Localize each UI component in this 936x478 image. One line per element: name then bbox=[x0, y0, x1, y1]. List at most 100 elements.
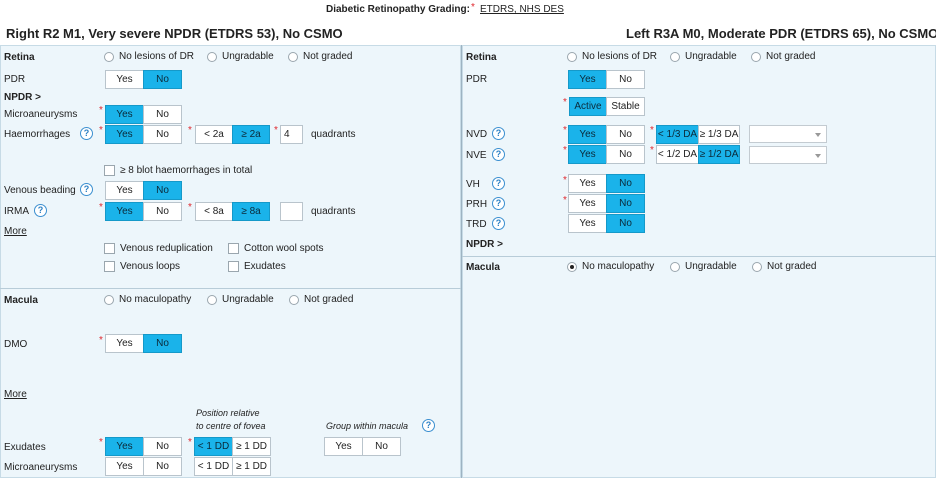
right-pdr-toggle[interactable]: Yes No bbox=[105, 70, 182, 89]
right-venous-reduplication-checkbox[interactable]: Venous reduplication bbox=[104, 243, 213, 254]
right-haemorrhages-yes[interactable]: Yes bbox=[105, 125, 144, 144]
left-nve-dropdown[interactable] bbox=[749, 146, 827, 164]
left-prh-no[interactable]: No bbox=[606, 194, 645, 213]
right-microaneurysms-toggle[interactable]: Yes No bbox=[105, 105, 182, 124]
right-npdr-label[interactable]: NPDR > bbox=[4, 92, 41, 103]
left-nve-ge12da[interactable]: ≥ 1/2 DA bbox=[698, 145, 740, 164]
right-venous-beading-no[interactable]: No bbox=[143, 181, 182, 200]
left-nvd-ge13da[interactable]: ≥ 1/3 DA bbox=[698, 125, 740, 144]
left-prh-yes[interactable]: Yes bbox=[568, 194, 607, 213]
left-activity-active[interactable]: Active bbox=[569, 97, 607, 116]
left-pdr-yes[interactable]: Yes bbox=[568, 70, 607, 89]
help-icon[interactable]: ? bbox=[492, 127, 505, 140]
right-macula-microaneurysms-toggle[interactable]: Yes No bbox=[105, 457, 182, 476]
left-activity-stable[interactable]: Stable bbox=[606, 97, 645, 116]
right-haemorrhages-toggle[interactable]: Yes No bbox=[105, 125, 182, 144]
left-npdr-label[interactable]: NPDR > bbox=[466, 239, 503, 250]
left-prh-toggle[interactable]: Yes No bbox=[568, 194, 645, 213]
right-micro-lt1dd[interactable]: < 1 DD bbox=[194, 457, 233, 476]
left-retina-not-graded-radio[interactable]: Not graded bbox=[751, 51, 815, 62]
right-blot-haem-checkbox[interactable]: ≥ 8 blot haemorrhages in total bbox=[104, 165, 252, 176]
left-vh-toggle[interactable]: Yes No bbox=[568, 174, 645, 193]
left-retina-no-lesions-radio[interactable]: No lesions of DR bbox=[567, 51, 657, 62]
right-group-no[interactable]: No bbox=[362, 437, 401, 456]
right-microaneurysms-yes[interactable]: Yes bbox=[105, 105, 144, 124]
right-exudates-dd-toggle[interactable]: < 1 DD ≥ 1 DD bbox=[194, 437, 271, 456]
right-macula-more-link[interactable]: More bbox=[4, 389, 27, 400]
right-irma-lt8a[interactable]: < 8a bbox=[195, 202, 233, 221]
left-nve-lt12da[interactable]: < 1/2 DA bbox=[656, 145, 699, 164]
left-trd-toggle[interactable]: Yes No bbox=[568, 214, 645, 233]
right-group-yes[interactable]: Yes bbox=[324, 437, 363, 456]
grading-link[interactable]: ETDRS, NHS DES bbox=[480, 4, 564, 15]
left-activity-toggle[interactable]: Active Stable bbox=[569, 97, 645, 116]
right-retina-not-graded-radio[interactable]: Not graded bbox=[288, 51, 352, 62]
left-retina-ungradable-radio[interactable]: Ungradable bbox=[670, 51, 737, 62]
right-dmo-toggle[interactable]: Yes No bbox=[105, 334, 182, 353]
right-macula-no-maculopathy-radio[interactable]: No maculopathy bbox=[104, 294, 191, 305]
help-icon[interactable]: ? bbox=[492, 197, 505, 210]
right-venous-beading-toggle[interactable]: Yes No bbox=[105, 181, 182, 200]
right-macula-not-graded-radio[interactable]: Not graded bbox=[289, 294, 353, 305]
left-nvd-no[interactable]: No bbox=[606, 125, 645, 144]
left-nvd-dropdown[interactable] bbox=[749, 125, 827, 143]
help-icon[interactable]: ? bbox=[34, 204, 47, 217]
right-microaneurysms-no[interactable]: No bbox=[143, 105, 182, 124]
right-micro-ge1dd[interactable]: ≥ 1 DD bbox=[232, 457, 271, 476]
right-irma-toggle[interactable]: Yes No bbox=[105, 202, 182, 221]
right-irma-no[interactable]: No bbox=[143, 202, 182, 221]
right-venous-loops-checkbox[interactable]: Venous loops bbox=[104, 261, 180, 272]
right-macula-microaneurysms-no[interactable]: No bbox=[143, 457, 182, 476]
help-icon[interactable]: ? bbox=[492, 177, 505, 190]
left-macula-not-graded-radio[interactable]: Not graded bbox=[752, 261, 816, 272]
right-venous-beading-yes[interactable]: Yes bbox=[105, 181, 144, 200]
left-pdr-toggle[interactable]: Yes No bbox=[568, 70, 645, 89]
right-group-toggle[interactable]: Yes No bbox=[324, 437, 401, 456]
right-irma-ge8a[interactable]: ≥ 8a bbox=[232, 202, 270, 221]
left-macula-no-maculopathy-radio[interactable]: No maculopathy bbox=[567, 261, 654, 272]
right-haemorrhages-no[interactable]: No bbox=[143, 125, 182, 144]
right-exudates-checkbox[interactable]: Exudates bbox=[228, 261, 286, 272]
right-irma-yes[interactable]: Yes bbox=[105, 202, 144, 221]
right-exudates-ge1dd[interactable]: ≥ 1 DD bbox=[232, 437, 271, 456]
left-nvd-toggle[interactable]: Yes No bbox=[568, 125, 645, 144]
right-retina-ungradable-radio[interactable]: Ungradable bbox=[207, 51, 274, 62]
help-icon[interactable]: ? bbox=[80, 183, 93, 196]
left-nvd-yes[interactable]: Yes bbox=[568, 125, 607, 144]
help-icon[interactable]: ? bbox=[422, 419, 435, 432]
left-nve-no[interactable]: No bbox=[606, 145, 645, 164]
right-micro-dd-toggle[interactable]: < 1 DD ≥ 1 DD bbox=[194, 457, 271, 476]
right-cotton-wool-checkbox[interactable]: Cotton wool spots bbox=[228, 243, 324, 254]
right-macula-ungradable-radio[interactable]: Ungradable bbox=[207, 294, 274, 305]
right-retina-more-link[interactable]: More bbox=[4, 226, 27, 237]
left-trd-no[interactable]: No bbox=[606, 214, 645, 233]
right-haem-count-toggle[interactable]: < 2a ≥ 2a bbox=[195, 125, 270, 144]
right-pdr-yes[interactable]: Yes bbox=[105, 70, 144, 89]
right-macula-exudates-yes[interactable]: Yes bbox=[105, 437, 144, 456]
right-irma-count-toggle[interactable]: < 8a ≥ 8a bbox=[195, 202, 270, 221]
left-pdr-no[interactable]: No bbox=[606, 70, 645, 89]
left-macula-ungradable-radio[interactable]: Ungradable bbox=[670, 261, 737, 272]
left-vh-yes[interactable]: Yes bbox=[568, 174, 607, 193]
right-irma-quadrants-input[interactable] bbox=[280, 202, 303, 221]
left-nve-yes[interactable]: Yes bbox=[568, 145, 607, 164]
right-macula-microaneurysms-yes[interactable]: Yes bbox=[105, 457, 144, 476]
right-macula-exudates-no[interactable]: No bbox=[143, 437, 182, 456]
right-pdr-no[interactable]: No bbox=[143, 70, 182, 89]
help-icon[interactable]: ? bbox=[492, 148, 505, 161]
right-exudates-lt1dd[interactable]: < 1 DD bbox=[194, 437, 233, 456]
right-macula-exudates-toggle[interactable]: Yes No bbox=[105, 437, 182, 456]
right-haem-ge2a[interactable]: ≥ 2a bbox=[232, 125, 270, 144]
left-nve-size-toggle[interactable]: < 1/2 DA ≥ 1/2 DA bbox=[656, 145, 740, 164]
right-retina-no-lesions-radio[interactable]: No lesions of DR bbox=[104, 51, 194, 62]
left-nvd-lt13da[interactable]: < 1/3 DA bbox=[656, 125, 699, 144]
right-haem-quadrants-input[interactable]: 4 bbox=[280, 125, 303, 144]
left-vh-no[interactable]: No bbox=[606, 174, 645, 193]
right-haem-lt2a[interactable]: < 2a bbox=[195, 125, 233, 144]
left-nve-toggle[interactable]: Yes No bbox=[568, 145, 645, 164]
left-nvd-size-toggle[interactable]: < 1/3 DA ≥ 1/3 DA bbox=[656, 125, 740, 144]
right-dmo-no[interactable]: No bbox=[143, 334, 182, 353]
left-trd-yes[interactable]: Yes bbox=[568, 214, 607, 233]
right-dmo-yes[interactable]: Yes bbox=[105, 334, 144, 353]
help-icon[interactable]: ? bbox=[80, 127, 93, 140]
